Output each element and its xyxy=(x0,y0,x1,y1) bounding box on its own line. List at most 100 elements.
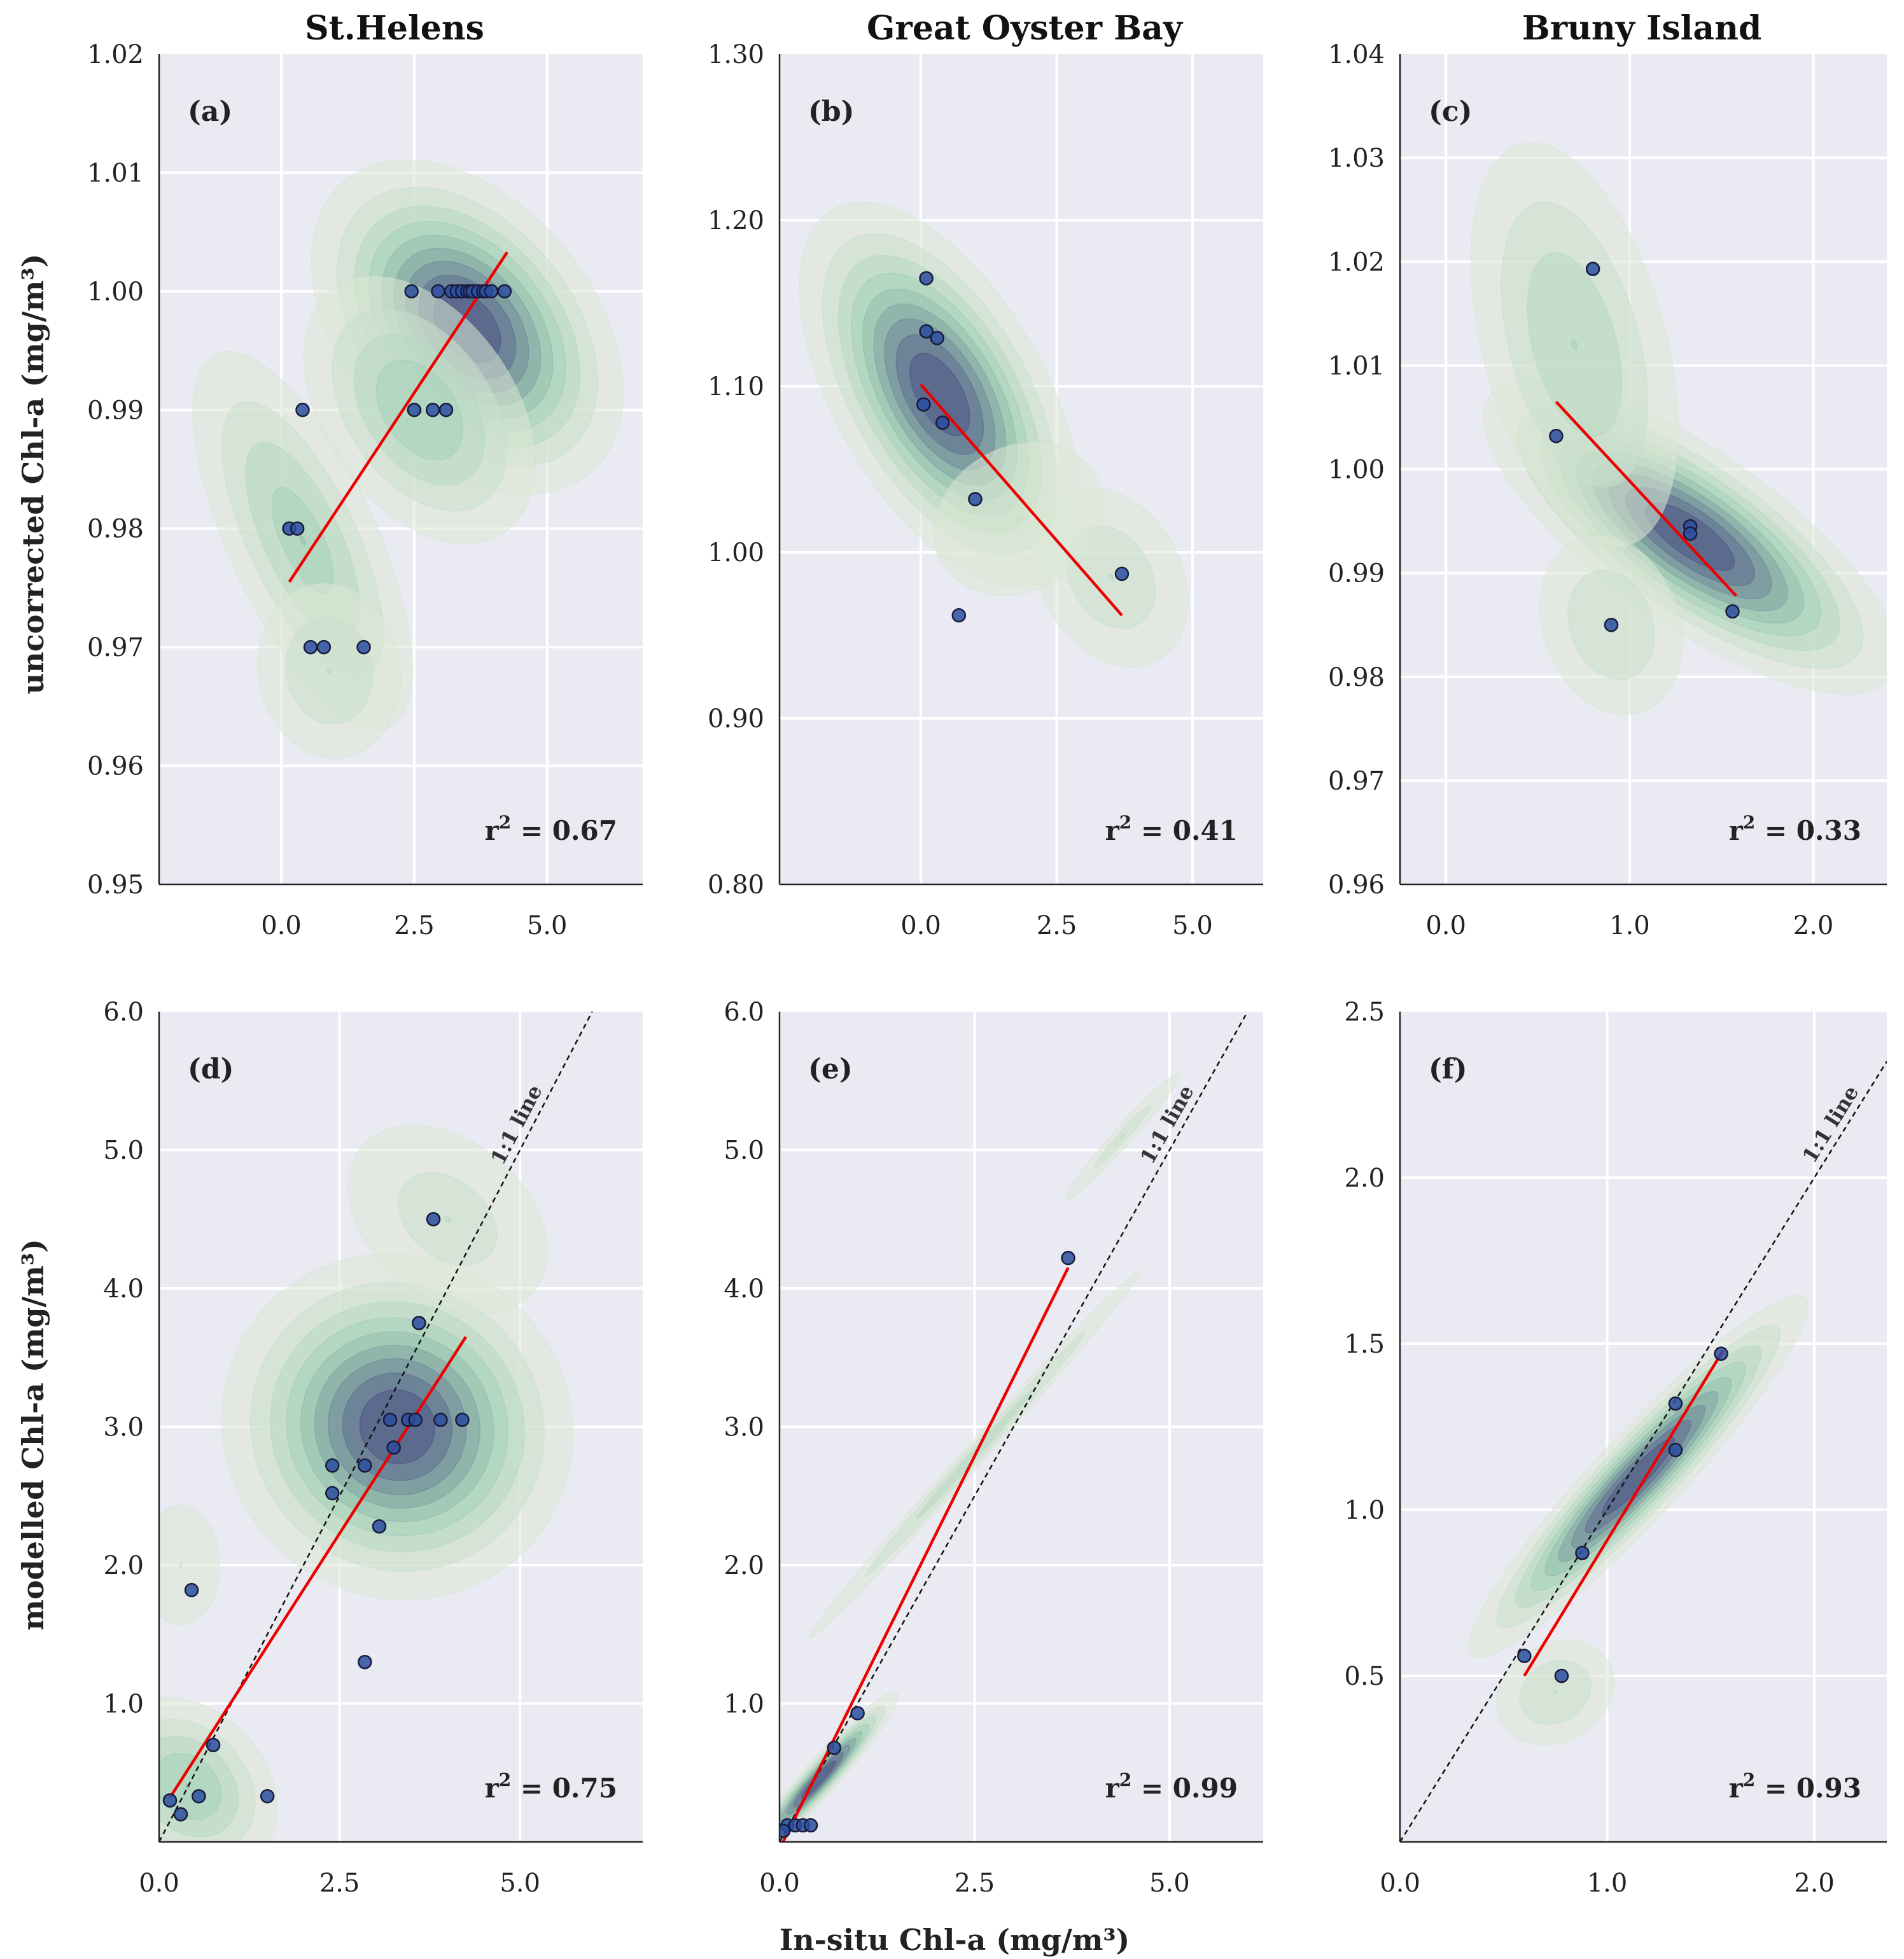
data-point xyxy=(290,521,305,536)
data-point xyxy=(192,1788,206,1804)
data-point xyxy=(930,331,944,345)
r-squared-label: r2 = 0.93 xyxy=(1729,1769,1861,1804)
data-point xyxy=(303,639,318,655)
regression-line xyxy=(288,251,508,583)
data-point xyxy=(850,1706,865,1720)
regression-line xyxy=(1523,1349,1725,1677)
column-title-bruny-island: Bruny Island xyxy=(1522,9,1762,48)
data-point xyxy=(1554,1668,1569,1684)
panel-b: 0.0 2.5 5.0 0.80 0.90 1.00 1.10 1.20 1.30 (b) r2 =… xyxy=(708,40,1263,940)
data-point xyxy=(438,403,454,417)
y-tick-label: 1.01 xyxy=(1328,351,1385,380)
data-point xyxy=(484,284,499,299)
kde-contour xyxy=(1553,1690,1558,1695)
y-tick-label: 1.00 xyxy=(87,277,144,307)
data-point xyxy=(1668,1396,1683,1411)
r-squared-label: r2 = 0.41 xyxy=(1105,812,1238,846)
kde-contour xyxy=(1120,1133,1126,1140)
data-point xyxy=(358,1655,372,1670)
x-tick-label: 0.0 xyxy=(759,1869,800,1898)
y-tick-label: 0.96 xyxy=(1328,870,1385,900)
data-point xyxy=(916,397,931,412)
kde-contour xyxy=(159,1504,221,1626)
regression-line xyxy=(781,1267,1070,1842)
kde-contour xyxy=(1014,515,1023,523)
data-point xyxy=(316,639,332,655)
data-point xyxy=(1668,1442,1683,1458)
y-tick-label: 0.95 xyxy=(87,870,144,900)
data-point xyxy=(184,1582,199,1598)
r-squared-label: r2 = 0.33 xyxy=(1729,812,1861,846)
y-tick-label: 2.0 xyxy=(724,1551,764,1580)
data-point xyxy=(426,1212,441,1227)
column-title-st-helens: St.Helens xyxy=(305,9,484,48)
data-point xyxy=(919,271,934,286)
data-point xyxy=(1517,1649,1532,1663)
x-tick-label: 5.0 xyxy=(500,1869,540,1898)
kde-contour xyxy=(1571,338,1578,351)
regression-line xyxy=(1555,400,1737,597)
kde-contour xyxy=(444,1215,452,1223)
x-tick-label: 0.0 xyxy=(1380,1869,1420,1898)
r-squared-label: r2 = 0.99 xyxy=(1105,1769,1238,1804)
data-point xyxy=(386,1440,401,1455)
data-point xyxy=(827,1740,842,1755)
y-tick-label: 2.5 xyxy=(1344,998,1385,1027)
data-point xyxy=(803,1818,818,1833)
y-tick-label: 1.0 xyxy=(724,1690,764,1719)
kde-contour xyxy=(1108,574,1114,581)
x-tick-label: 2.5 xyxy=(955,1869,995,1898)
data-point xyxy=(431,284,445,299)
data-point xyxy=(162,1793,178,1808)
y-tick-label: 6.0 xyxy=(724,998,764,1027)
y-tick-label: 0.99 xyxy=(1328,559,1385,589)
x-tick-label: 2.0 xyxy=(1794,1869,1835,1898)
data-point xyxy=(919,324,934,339)
y-tick-label: 5.0 xyxy=(724,1136,764,1166)
column-title-great-oyster-bay: Great Oyster Bay xyxy=(867,9,1184,48)
x-tick-label: 0.0 xyxy=(261,911,302,940)
y-tick-label: 0.98 xyxy=(87,515,144,544)
panel-label: (c) xyxy=(1429,95,1472,128)
panel-a: 0.0 2.5 5.0 0.95 0.96 0.97 0.98 0.99 1.00 1.01 1.0… xyxy=(87,40,643,940)
data-point xyxy=(497,284,512,299)
data-point xyxy=(433,1412,448,1427)
data-points-f xyxy=(1517,1346,1728,1684)
y-tick-label: 0.98 xyxy=(1328,663,1385,692)
data-points-c xyxy=(1549,261,1740,632)
x-tick-label: 5.0 xyxy=(1149,1869,1190,1898)
data-point xyxy=(1585,261,1600,276)
data-point xyxy=(1604,617,1619,632)
one-to-one-line xyxy=(1400,1061,1887,1842)
data-point xyxy=(206,1738,221,1752)
data-point xyxy=(425,403,440,417)
one-to-one-line xyxy=(780,1012,1249,1842)
y-tick-label: 1.00 xyxy=(1328,456,1385,485)
x-tick-label: 2.5 xyxy=(1037,911,1077,940)
data-point xyxy=(455,1412,470,1427)
data-point xyxy=(1714,1346,1728,1361)
y-tick-label: 1.5 xyxy=(1344,1330,1385,1359)
panel-c: 0.0 1.0 2.0 0.96 0.97 0.98 0.99 1.00 1.01 1.02 1.0… xyxy=(1328,40,1887,940)
x-tick-label: 1.0 xyxy=(1609,911,1650,940)
data-point xyxy=(412,1316,426,1330)
y-tick-label: 1.10 xyxy=(708,372,764,401)
data-point xyxy=(295,403,310,417)
panel-label: (f) xyxy=(1429,1053,1467,1085)
data-point xyxy=(1549,429,1564,443)
r-squared-label: r2 = 0.67 xyxy=(485,812,617,846)
y-tick-label: 3.0 xyxy=(724,1413,764,1442)
data-point xyxy=(1725,604,1740,619)
y-tick-label: 2.0 xyxy=(103,1551,144,1580)
kde-contour xyxy=(178,1562,183,1568)
y-tick-label: 1.00 xyxy=(708,538,764,568)
y-tick-label: 5.0 xyxy=(103,1136,144,1166)
data-point xyxy=(356,639,371,655)
kde-contour xyxy=(326,667,332,674)
data-point xyxy=(404,284,419,299)
y-tick-label: 1.04 xyxy=(1328,40,1385,69)
data-point xyxy=(407,403,422,417)
x-tick-label: 0.0 xyxy=(900,911,941,940)
